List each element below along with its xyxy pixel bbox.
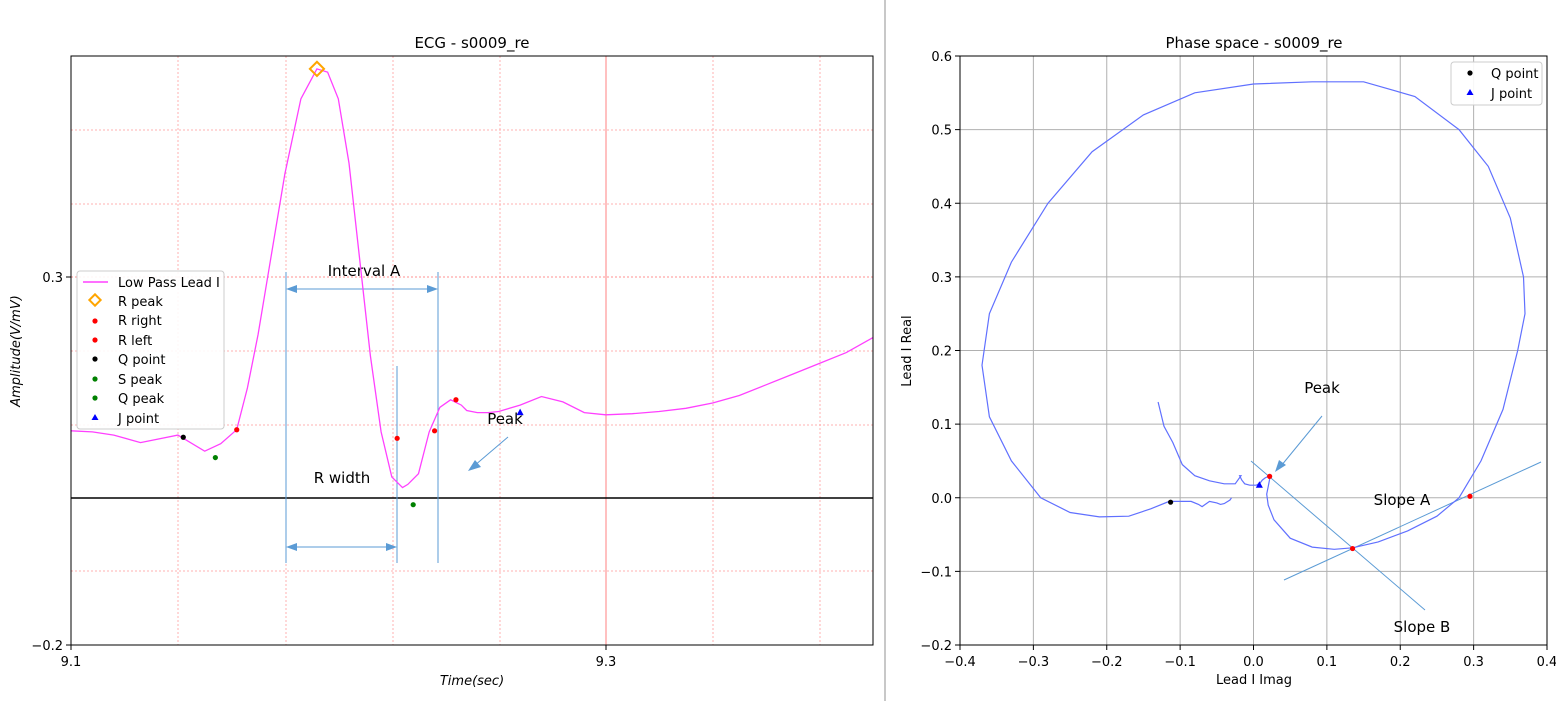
legend-label: R peak	[118, 295, 163, 310]
j-point	[516, 408, 524, 416]
phase-peak-arrowhead	[1275, 460, 1286, 472]
phase-legend-box	[1450, 61, 1543, 106]
slope-b-label: Slope B	[1394, 618, 1451, 636]
phase-ytick-label: −0.2	[920, 639, 952, 654]
r-right-point	[394, 435, 400, 441]
ecg-legend-box	[76, 270, 225, 430]
legend-red-dot-icon	[92, 337, 98, 343]
phase-data-layer	[981, 81, 1526, 552]
interval-a-arrowhead-left	[286, 285, 297, 293]
phase-xtick-label: −0.2	[1091, 655, 1123, 670]
phase-ytick-label: 0.1	[931, 418, 952, 433]
phase-chart: Phase space - s0009_re Peak Slope A Slop…	[900, 34, 1556, 688]
legend-label: R left	[118, 334, 152, 349]
phase-ytick-label: −0.1	[920, 565, 952, 580]
ecg-xtick-label: 9.1	[61, 655, 82, 670]
phase-ytick-label: 0.0	[931, 492, 952, 507]
phase-xlabel: Lead I Imag	[1216, 673, 1292, 688]
legend-label: Q point	[1491, 67, 1539, 82]
phase-xtick-label: −0.3	[1018, 655, 1050, 670]
phase-peak-label: Peak	[1304, 379, 1340, 397]
slope-a-label: Slope A	[1374, 491, 1431, 509]
ecg-chart: ECG - s0009_re	[9, 34, 874, 689]
r-left-point	[431, 428, 438, 434]
r-left-point	[453, 397, 459, 403]
phase-q-point	[1167, 499, 1174, 505]
peak-arrow	[473, 436, 509, 467]
phase-red-point	[1349, 545, 1356, 552]
phase-j-point	[1255, 481, 1263, 488]
legend-label: Low Pass Lead I	[118, 276, 220, 291]
phase-xtick-label: 0.3	[1463, 655, 1484, 670]
r-peak-point	[308, 60, 326, 78]
q-peak-point	[410, 502, 416, 508]
r-width-arrowhead-left	[286, 543, 297, 551]
interval-a-arrowhead-right	[427, 285, 438, 293]
phase-ytick-label: 0.6	[931, 50, 952, 65]
phase-grid	[960, 56, 1547, 645]
r-width-label: R width	[314, 469, 371, 487]
phase-ytick-label: 0.4	[931, 197, 952, 212]
r-width-arrowhead-right	[386, 543, 397, 551]
phase-xtick-label: 0.2	[1390, 655, 1411, 670]
legend-label: Q peak	[118, 392, 165, 407]
phase-ytick-label: 0.3	[931, 271, 952, 286]
ecg-plot-frame	[70, 55, 874, 646]
legend-blue-triangle-icon	[91, 414, 99, 420]
phase-legend: Q point J point	[1450, 61, 1543, 106]
ecg-xlabel: Time(sec)	[440, 674, 504, 689]
legend-black-dot-icon	[92, 356, 98, 362]
phase-xtick-label: −0.4	[944, 655, 976, 670]
r-right-point	[234, 427, 240, 433]
phase-ytick-label: 0.5	[931, 124, 952, 139]
phase-red-point	[1267, 473, 1273, 479]
interval-a-label: Interval A	[328, 262, 401, 280]
legend-label: R right	[118, 314, 162, 329]
ecg-signal-line	[70, 68, 874, 489]
phase-xtick-label: 0.0	[1243, 655, 1264, 670]
phase-ticks: −0.4−0.2−0.3−0.1−0.20.0−0.10.10.00.20.10…	[920, 50, 1556, 670]
phase-trajectory-line	[981, 81, 1526, 550]
legend-label: J point	[117, 412, 159, 427]
s-peak-point	[212, 454, 218, 461]
phase-title: Phase space - s0009_re	[1165, 34, 1342, 53]
phase-xtick-label: 0.4	[1537, 655, 1556, 670]
ecg-ylabel: Amplitude(V/mV)	[9, 295, 24, 408]
ecg-ytick-label: 0.3	[42, 271, 63, 286]
phase-peak-arrow	[1280, 415, 1323, 467]
legend-green-dot-icon	[92, 395, 98, 401]
legend-blue-triangle-icon	[1466, 89, 1474, 95]
phase-red-point	[1467, 493, 1473, 499]
legend-green-dot-icon	[92, 376, 98, 382]
ecg-data-layer	[70, 60, 874, 508]
legend-black-dot-icon	[1467, 70, 1473, 76]
slope-b-line	[1250, 460, 1426, 611]
ecg-annotations: Interval A R width Peak	[285, 262, 523, 563]
ecg-xtick-label: 9.3	[596, 655, 617, 670]
phase-ytick-label: 0.2	[931, 345, 952, 360]
legend-label: S peak	[118, 373, 163, 388]
phase-xtick-label: −0.1	[1164, 655, 1196, 670]
phase-ylabel: Lead I Real	[900, 315, 915, 386]
ecg-legend: Low Pass Lead I R peak R right R left Q …	[76, 270, 225, 430]
q-point	[180, 434, 186, 440]
ecg-title: ECG - s0009_re	[414, 34, 529, 53]
ecg-ytick-label: −0.2	[31, 639, 63, 654]
legend-label: Q point	[118, 353, 166, 368]
peak-arrowhead	[468, 460, 481, 471]
ecg-ticks: 9.1 9.3 −0.2 0.3	[31, 271, 616, 670]
legend-red-dot-icon	[92, 318, 98, 324]
phase-xtick-label: 0.1	[1317, 655, 1338, 670]
legend-diamond-icon	[87, 292, 103, 308]
legend-label: J point	[1490, 87, 1532, 102]
slope-a-line	[1283, 461, 1542, 581]
phase-annotations: Peak Slope A Slope B	[1250, 379, 1542, 636]
peak-label: Peak	[487, 410, 523, 428]
